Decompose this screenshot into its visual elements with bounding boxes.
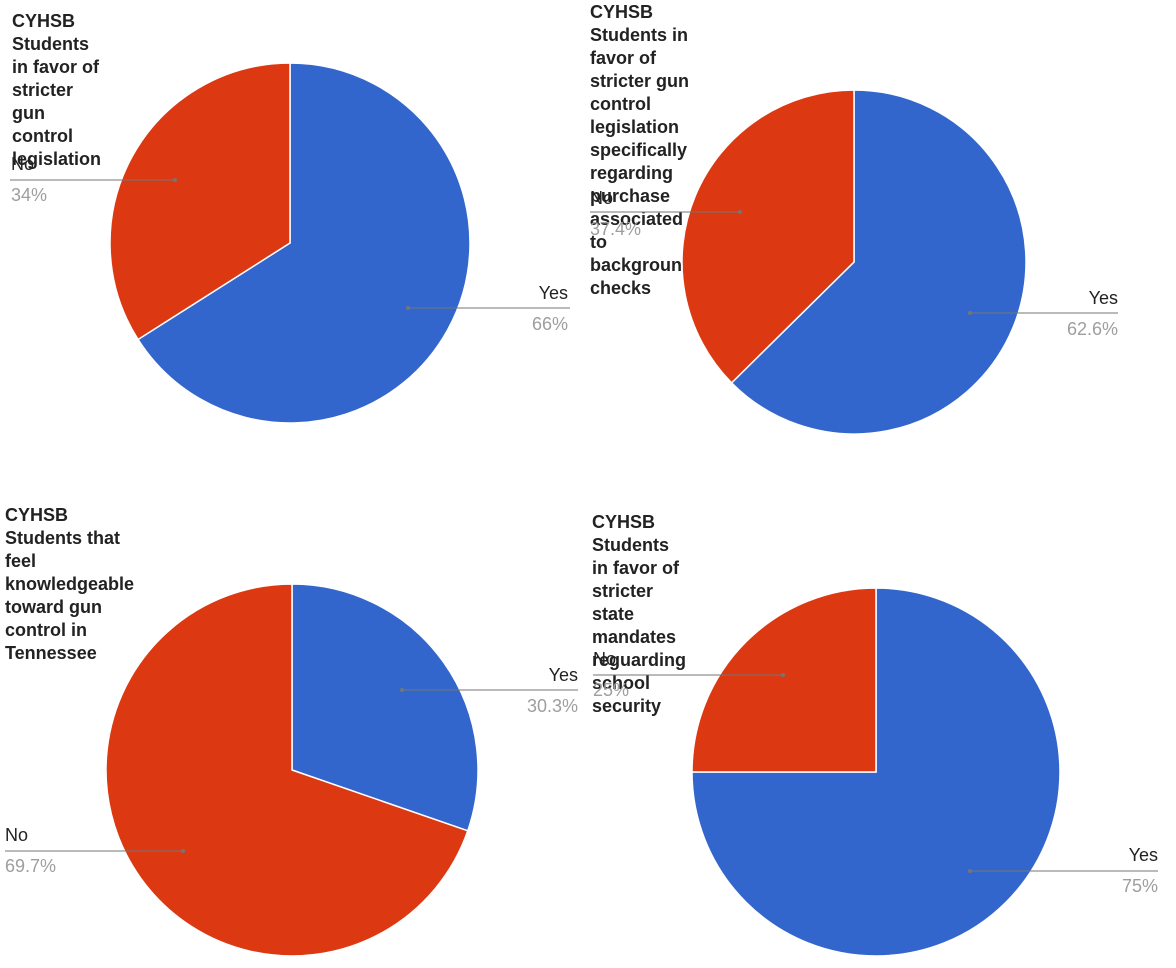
slice-percent-no: 25% [593, 680, 629, 700]
pie-slice-yes [291, 583, 479, 832]
slice-label-no: No [5, 825, 28, 845]
slice-percent-no: 37.4% [590, 219, 641, 239]
pie-slice-no [691, 587, 877, 773]
slice-percent-yes: 30.3% [527, 696, 578, 716]
pie-slice-no [109, 62, 291, 341]
leader-dot-yes [968, 869, 972, 873]
chart-title: CYHSB Students in favor of stricter gun … [590, 2, 694, 298]
leader-dot-no [781, 673, 785, 677]
pie-slice-no [105, 583, 469, 957]
slice-percent-yes: 75% [1122, 876, 1158, 896]
leader-dot-yes [968, 311, 972, 315]
chart-title: CYHSB Students in favor of stricter stat… [592, 512, 687, 716]
slice-label-yes: Yes [549, 665, 578, 685]
chart-title: CYHSB Students that feel knowledgeable t… [5, 505, 135, 663]
chart-title: CYHSB Students in favor of stricter gun … [12, 11, 102, 169]
slice-percent-no: 69.7% [5, 856, 56, 876]
slice-percent-yes: 62.6% [1067, 319, 1118, 339]
pie-slice-yes [691, 587, 1061, 957]
leader-dot-yes [400, 688, 404, 692]
pie-slice-yes [730, 89, 1027, 435]
slice-label-no: No [590, 188, 613, 208]
leader-dot-no [173, 178, 177, 182]
slice-label-yes: Yes [539, 283, 568, 303]
pie-slice-no [681, 89, 855, 384]
slice-label-no: No [11, 154, 34, 174]
slice-label-yes: Yes [1089, 288, 1118, 308]
pie-slice-yes [136, 62, 471, 424]
leader-dot-yes [406, 306, 410, 310]
slice-label-no: No [593, 649, 616, 669]
leader-dot-no [181, 849, 185, 853]
slice-percent-yes: 66% [532, 314, 568, 334]
slice-label-yes: Yes [1129, 845, 1158, 865]
leader-dot-no [738, 210, 742, 214]
slice-percent-no: 34% [11, 185, 47, 205]
